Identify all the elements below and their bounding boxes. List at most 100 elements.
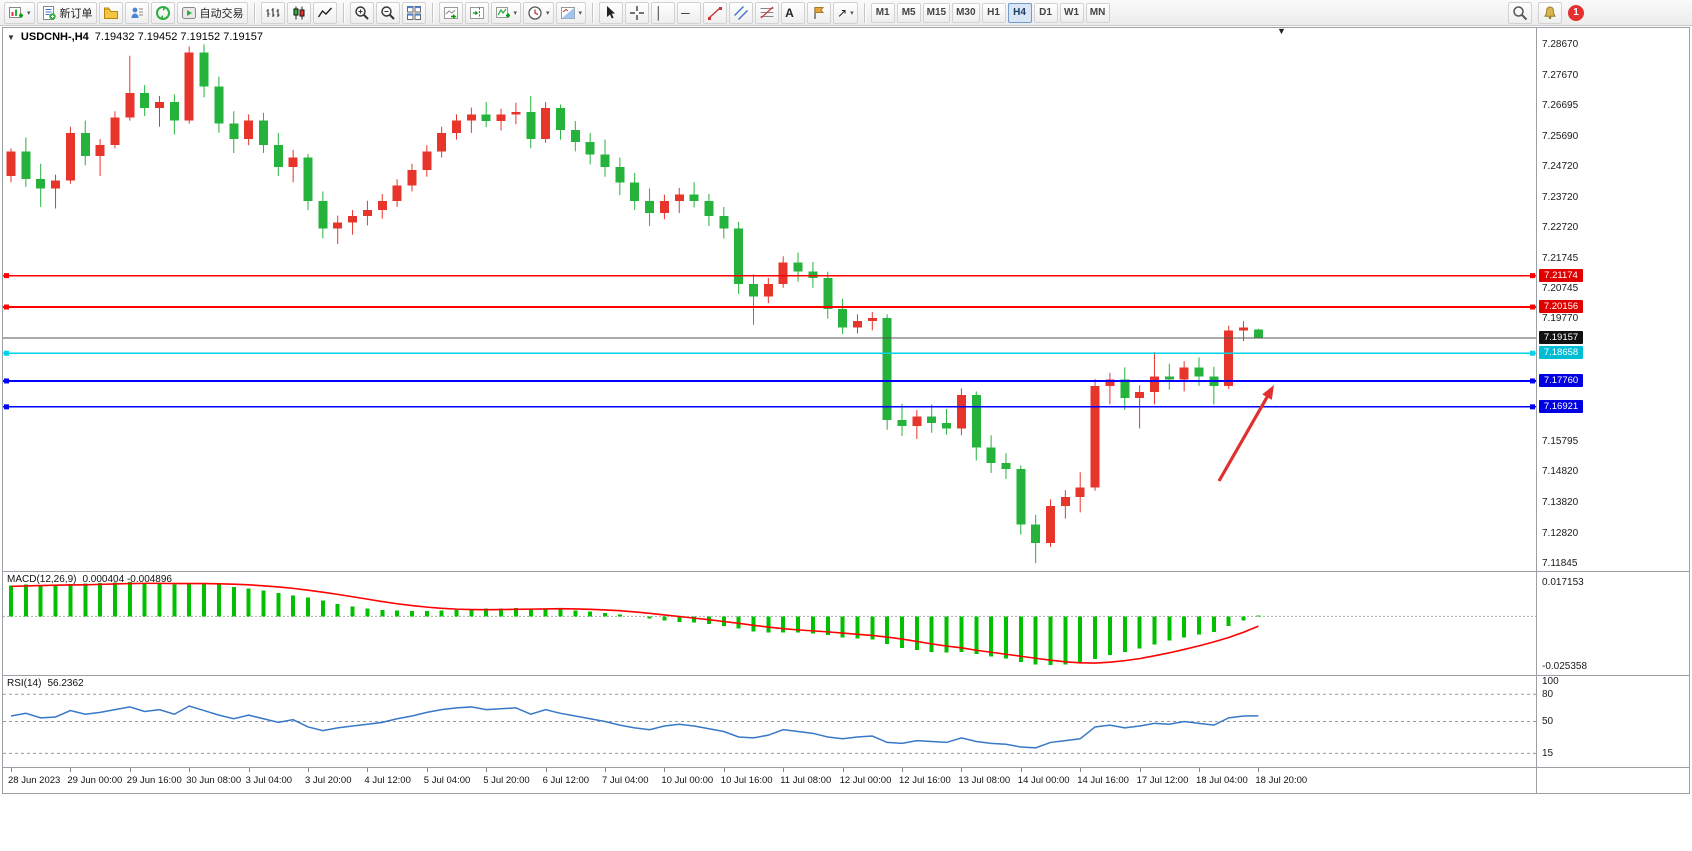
timeframe-button-MN[interactable]: MN xyxy=(1085,2,1110,23)
annotation-arrowhead[interactable] xyxy=(1262,385,1274,400)
macd-axis[interactable]: 0.017153 -0.025358 xyxy=(1536,572,1689,675)
auto-trading-button[interactable]: 自动交易 xyxy=(176,1,248,24)
time-tick xyxy=(367,768,369,772)
data-window-button[interactable] xyxy=(150,1,175,24)
candle-body xyxy=(778,262,788,285)
time-label: 14 Jul 16:00 xyxy=(1077,775,1129,786)
timeframe-button-M15[interactable]: M15 xyxy=(922,2,951,23)
text-tool-button[interactable]: A xyxy=(781,1,806,24)
one-click-trading-toggle[interactable]: ▼ xyxy=(7,32,15,42)
price-axis[interactable]: 7.28670 7.27670 7.26695 7.25690 7.24720 7.237… xyxy=(1536,28,1689,571)
candlestick-chart xyxy=(3,44,1536,564)
price-axis-label: 7.25690 xyxy=(1542,130,1579,142)
time-label: 3 Jul 20:00 xyxy=(305,775,352,786)
timeframe-button-W1[interactable]: W1 xyxy=(1059,2,1084,23)
candle xyxy=(971,391,981,461)
new-chart-button[interactable]: ▾ xyxy=(4,1,35,24)
time-tick xyxy=(308,768,309,772)
notification-badge[interactable]: 1 xyxy=(1568,4,1584,21)
crosshair-button[interactable] xyxy=(625,1,650,24)
candle-body xyxy=(986,447,996,464)
candle-body xyxy=(392,185,402,201)
trendline-button[interactable] xyxy=(703,1,728,24)
candle-body xyxy=(1194,367,1204,377)
toolbar-separator xyxy=(342,2,344,23)
vertical-line-icon: │ xyxy=(655,5,663,20)
chevron-down-icon: ▾ xyxy=(513,9,518,17)
candle-body xyxy=(734,228,744,285)
candle-body xyxy=(645,200,655,214)
price-axis-label: 7.19770 xyxy=(1542,313,1579,325)
candle-body xyxy=(749,284,758,297)
toolbar-separator xyxy=(863,2,865,23)
indicators-button[interactable]: ▾ xyxy=(490,1,522,24)
horizontal-line-icon: ─ xyxy=(681,5,690,20)
macd-values: 0.000404 -0.004896 xyxy=(82,574,172,585)
macd-plot[interactable]: MACD(12,26,9) 0.000404 -0.004896 xyxy=(3,572,1536,675)
tile-windows-button[interactable] xyxy=(401,1,426,24)
time-label: 18 Jul 04:00 xyxy=(1196,775,1248,786)
candle-body xyxy=(823,277,833,309)
rsi-plot[interactable]: RSI(14) 56.2362 xyxy=(3,676,1536,767)
candle xyxy=(21,137,31,187)
candle-body xyxy=(110,117,120,146)
timeframe-button-H1[interactable]: H1 xyxy=(981,2,1006,23)
tile-windows-icon xyxy=(406,5,421,20)
candle-body xyxy=(927,416,937,423)
horizontal-line-button[interactable]: ─ xyxy=(677,1,702,24)
rsi-value: 56.2362 xyxy=(47,678,84,689)
candle-body xyxy=(303,157,313,201)
time-label: 13 Jul 08:00 xyxy=(958,775,1011,786)
profiles-button[interactable] xyxy=(98,1,123,24)
price-chart-plot[interactable]: ▼ USDCNH-,H4 7.19432 7.19452 7.19152 7.1… xyxy=(3,28,1536,571)
annotation-arrow[interactable] xyxy=(1217,389,1273,482)
market-watch-button[interactable] xyxy=(124,1,149,24)
label-tool-button[interactable] xyxy=(807,1,832,24)
candle xyxy=(422,145,432,177)
candle-body xyxy=(80,132,90,157)
line-chart-button[interactable] xyxy=(312,1,337,24)
vertical-line-button[interactable]: │ xyxy=(651,1,676,24)
timeframe-button-M30[interactable]: M30 xyxy=(952,2,980,23)
timeframe-button-D1[interactable]: D1 xyxy=(1033,2,1058,23)
chart-scroll-marker[interactable]: ▼ xyxy=(1277,28,1286,36)
symbol-timeframe-label: USDCNH-,H4 xyxy=(20,31,89,43)
candle xyxy=(689,182,699,208)
periods-button[interactable]: ▾ xyxy=(523,1,554,24)
cursor-button[interactable] xyxy=(599,1,624,24)
fibonacci-button[interactable] xyxy=(755,1,780,24)
auto-scroll-button[interactable] xyxy=(438,1,463,24)
toolbar-separator xyxy=(431,2,433,23)
candle-body xyxy=(852,321,862,328)
zoom-in-button[interactable] xyxy=(349,1,374,24)
candle-body xyxy=(258,120,268,146)
equidistant-channel-icon xyxy=(734,5,749,20)
time-axis[interactable]: 28 Jun 2023 29 Jun 00:00 29 Jun 16:00 30 Ju… xyxy=(3,768,1536,793)
line-chart-icon xyxy=(317,7,332,17)
time-tick xyxy=(189,768,191,772)
line-studies-group: │ ─ A ↗ ▾ xyxy=(599,1,858,24)
zoom-out-button[interactable] xyxy=(375,1,400,24)
candle xyxy=(466,107,476,133)
arrows-tool-button[interactable]: ↗ ▾ xyxy=(833,1,858,24)
channel-button[interactable] xyxy=(729,1,754,24)
bar-chart-button[interactable] xyxy=(260,1,285,24)
chart-shift-button[interactable] xyxy=(464,1,489,24)
candle xyxy=(51,174,61,209)
candle xyxy=(140,85,150,116)
candle xyxy=(749,274,758,325)
alerts-button[interactable] xyxy=(1538,1,1562,24)
time-label: 10 Jul 00:00 xyxy=(661,775,714,786)
templates-button[interactable]: ▾ xyxy=(555,1,587,24)
new-order-button[interactable]: 新订单 xyxy=(36,1,97,24)
timeframe-button-M1[interactable]: M1 xyxy=(870,2,895,23)
timeframe-button-M5[interactable]: M5 xyxy=(896,2,921,23)
search-button[interactable] xyxy=(1508,1,1532,24)
time-label: 30 Jun 08:00 xyxy=(186,775,242,786)
candle xyxy=(273,132,283,177)
timeframe-button-H4[interactable]: H4 xyxy=(1007,2,1032,23)
macd-panel: MACD(12,26,9) 0.000404 -0.004896 0.01715… xyxy=(3,571,1689,675)
candlestick-chart-button[interactable] xyxy=(286,1,311,24)
candle xyxy=(392,179,402,207)
rsi-axis[interactable]: 100 80 50 15 xyxy=(1536,676,1689,767)
